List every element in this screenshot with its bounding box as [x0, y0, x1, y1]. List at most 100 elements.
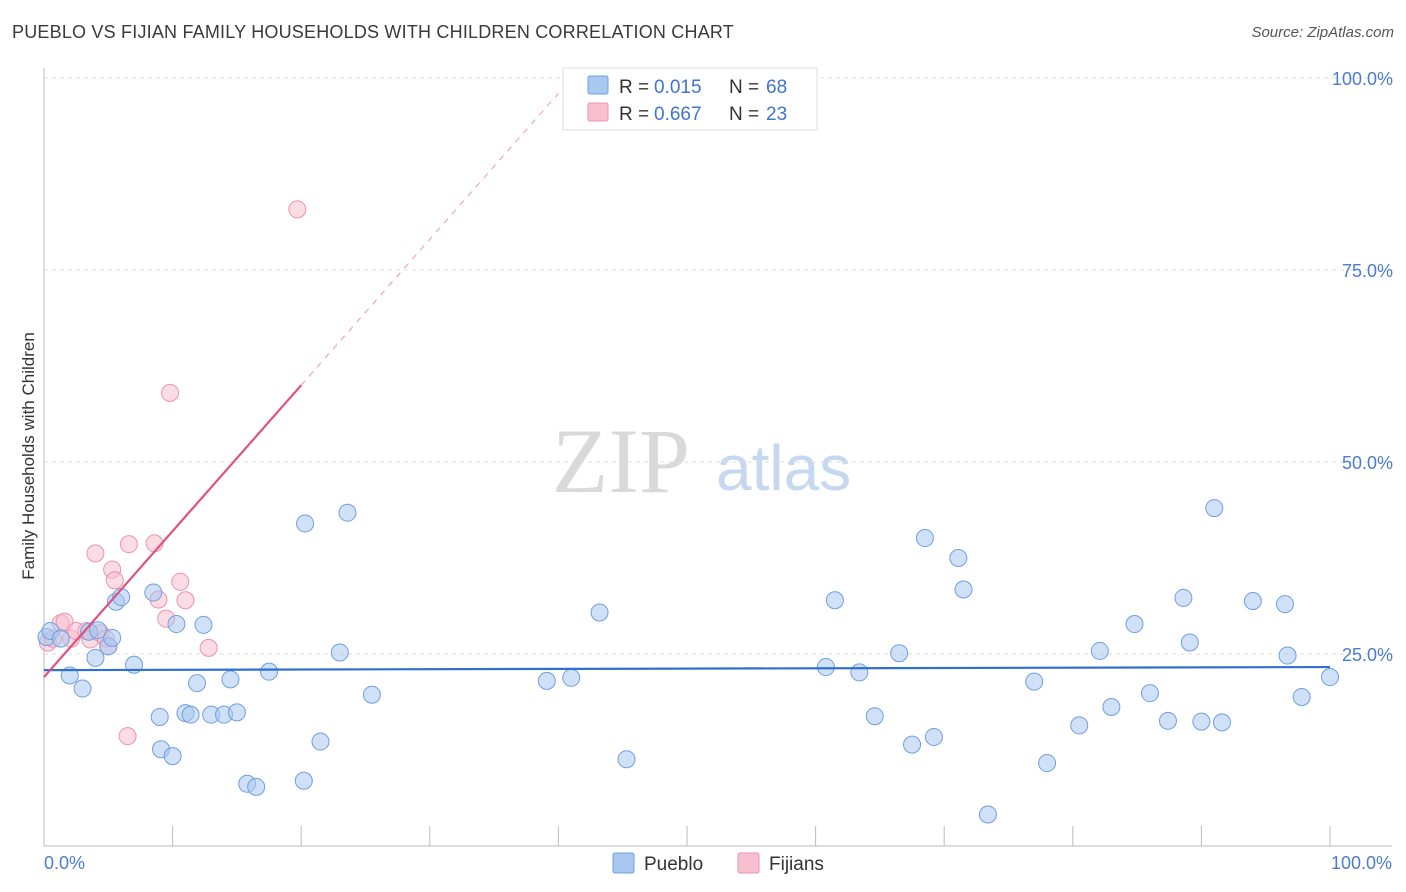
pueblo-point: [163, 747, 182, 766]
pueblo-point: [1140, 684, 1159, 703]
legend-pueblo-swatch: [587, 75, 609, 95]
pueblo-point: [915, 529, 934, 548]
pueblo-point: [181, 705, 200, 724]
pueblo-point: [330, 643, 349, 662]
pueblo-point: [296, 514, 315, 533]
pueblo-point: [338, 503, 357, 522]
pueblo-point: [51, 629, 70, 648]
pueblo-trend-line: [43, 665, 1331, 672]
pueblo-point: [1158, 711, 1177, 730]
pueblo-point: [1070, 716, 1089, 735]
legend-pueblo-n-label: N =: [729, 77, 759, 98]
fijian-point: [161, 383, 180, 402]
pueblo-point: [1090, 641, 1109, 660]
legend-fijian-r-label: R =: [619, 104, 649, 125]
pueblo-point: [850, 663, 869, 682]
x-tick-label-max: 100.0%: [1331, 853, 1392, 873]
pueblo-point: [1275, 595, 1294, 614]
source-label: Source: ZipAtlas.com: [1251, 24, 1394, 41]
pueblo-point: [590, 603, 609, 622]
pueblo-point: [903, 735, 922, 754]
fijian-trend-line: [43, 384, 303, 678]
legend-bottom-pueblo-swatch: [612, 852, 635, 874]
pueblo-point: [825, 591, 844, 610]
pueblo-point: [144, 583, 163, 602]
fijian-point: [176, 591, 195, 610]
trend-lines: [43, 92, 1331, 678]
pueblo-point: [617, 750, 636, 769]
pueblo-point: [1025, 672, 1044, 691]
fijian-point: [288, 200, 307, 219]
legend-pueblo-r-value: 0.015: [654, 77, 702, 98]
legend-fijian-r-value: 0.667: [654, 104, 702, 125]
pueblo-point: [890, 644, 909, 663]
pueblo-point: [1038, 754, 1057, 773]
pueblo-point: [73, 679, 92, 698]
pueblo-point: [150, 707, 169, 726]
pueblo-point: [954, 580, 973, 599]
pueblo-point: [221, 670, 240, 689]
pueblo-point: [1278, 646, 1297, 665]
legend-stats: R = 0.015 N = 68 R = 0.667 N = 23: [562, 67, 818, 131]
pueblo-point: [362, 685, 381, 704]
chart-title: PUEBLO VS FIJIAN FAMILY HOUSEHOLDS WITH …: [12, 22, 734, 42]
pueblo-points: [37, 499, 1339, 824]
pueblo-point: [1205, 499, 1224, 518]
pueblo-point: [103, 628, 122, 647]
x-tick-label-min: 0.0%: [44, 853, 85, 873]
pueblo-point: [949, 549, 968, 567]
pueblo-point: [167, 615, 186, 634]
pueblo-point: [294, 771, 313, 790]
y-tick-label: 50.0%: [1342, 453, 1393, 473]
pueblo-point: [1192, 712, 1211, 731]
pueblo-point: [1243, 592, 1262, 611]
y-axis-title: Family Households with Children: [19, 332, 38, 580]
pueblo-point: [188, 674, 207, 693]
pueblo-point: [537, 671, 556, 690]
y-tick-labels: 25.0% 50.0% 75.0% 100.0%: [1332, 69, 1393, 665]
y-tick-label: 75.0%: [1342, 261, 1393, 281]
pueblo-point: [816, 658, 835, 677]
pueblo-point: [194, 615, 213, 634]
pueblo-point: [865, 707, 884, 726]
pueblo-point: [1102, 697, 1121, 716]
legend-bottom-fijian-label: Fijians: [769, 854, 824, 875]
pueblo-point: [86, 648, 105, 667]
watermark-atlas: atlas: [716, 432, 851, 504]
fijian-point: [118, 727, 137, 746]
x-axis-ticks: [172, 826, 1331, 846]
y-tick-label: 100.0%: [1332, 69, 1393, 89]
pueblo-point: [1321, 668, 1339, 687]
pueblo-point: [1125, 615, 1144, 634]
legend-fijian-n-label: N =: [729, 104, 759, 125]
grid-lines: [44, 77, 1392, 655]
pueblo-point: [227, 703, 246, 722]
fijian-point: [105, 571, 124, 590]
fijian-points: [38, 200, 307, 746]
legend-bottom-fijian-swatch: [737, 852, 760, 874]
pueblo-point: [924, 727, 943, 746]
legend-series: Pueblo Fijians: [612, 852, 824, 875]
legend-pueblo-r-label: R =: [619, 77, 649, 98]
pueblo-point: [978, 805, 997, 824]
fijian-point: [86, 544, 105, 563]
fijian-trend-extension: [300, 92, 559, 386]
pueblo-point: [247, 777, 266, 796]
pueblo-point: [60, 666, 79, 685]
legend-fijian-n-value: 23: [766, 104, 787, 125]
watermark-zip: ZIP: [552, 410, 690, 512]
fijian-point: [119, 535, 138, 554]
pueblo-point: [1180, 633, 1199, 652]
pueblo-point: [1212, 713, 1231, 732]
pueblo-point: [1292, 688, 1311, 707]
fijian-point: [199, 638, 218, 657]
pueblo-point: [562, 668, 581, 687]
legend-fijian-swatch: [587, 102, 609, 122]
fijian-point: [171, 572, 190, 591]
legend-pueblo-n-value: 68: [766, 77, 787, 98]
pueblo-point: [311, 732, 330, 751]
pueblo-point: [260, 662, 279, 681]
y-tick-label: 25.0%: [1342, 645, 1393, 665]
pueblo-point: [89, 621, 108, 640]
